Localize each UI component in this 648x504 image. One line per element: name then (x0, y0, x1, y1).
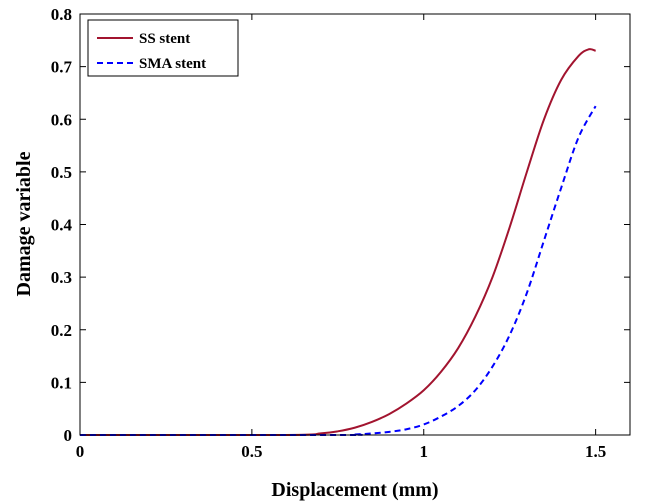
plot-area (80, 14, 630, 435)
legend: SS stent SMA stent (87, 19, 239, 77)
x-tick-label: 0.5 (241, 442, 262, 461)
y-tick-label: 0.1 (51, 373, 72, 392)
y-axis-label: Damage variable (13, 151, 35, 296)
y-tick-label: 0.4 (51, 216, 73, 235)
y-tick-label: 0 (64, 426, 73, 445)
tick-labels-layer: 0 0.5 1 1.5 0 0.1 0.2 0.3 0.4 0.5 0.6 0.7 0.8 (51, 5, 607, 461)
legend-box (87, 19, 239, 77)
y-tick-label: 0.3 (51, 268, 72, 287)
x-axis-label: Displacement (mm) (271, 479, 438, 501)
y-tick-label: 0.6 (51, 110, 72, 129)
ticks-layer (79, 13, 630, 436)
series-line-ss-stent (80, 48, 596, 437)
y-tick-label: 0.7 (51, 58, 73, 77)
y-tick-label: 0.8 (51, 5, 72, 24)
x-tick-label: 1.5 (585, 442, 606, 461)
x-tick-label: 1 (420, 442, 429, 461)
x-tick-label: 0 (76, 442, 85, 461)
y-tick-label: 0.5 (51, 163, 72, 182)
legend-label-ss: SS stent (139, 31, 190, 47)
y-tick-label: 0.2 (51, 321, 72, 340)
legend-label-sma: SMA stent (139, 56, 206, 72)
